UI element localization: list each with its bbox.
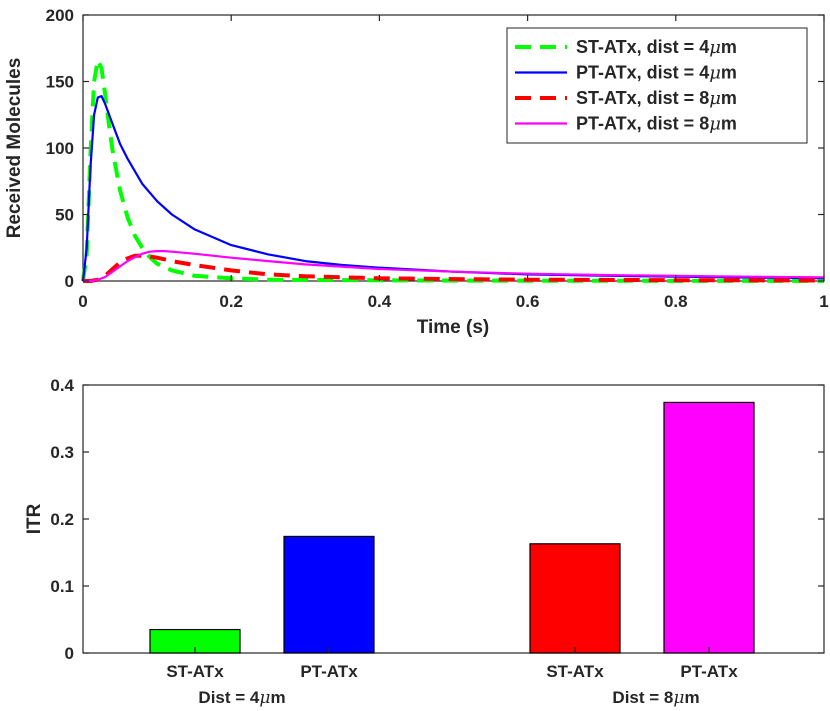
bar-category-label: PT-ATx	[680, 662, 738, 681]
bar-pt-atx-dist-4	[283, 535, 375, 654]
x-tick-label: 0	[78, 292, 87, 311]
x-tick-label: 1	[819, 292, 828, 311]
series-line-pt-atx-dist-8	[83, 250, 825, 283]
bar-pt-atx-dist-8	[663, 401, 755, 654]
bar-y-tick-label: 0	[65, 644, 74, 663]
legend-label-st-atx-dist-4: ST-ATx, dist = 4μm	[576, 37, 737, 58]
bar-y-axis-label: ITR	[24, 503, 45, 534]
series-line-st-atx-dist-8	[83, 253, 825, 283]
x-tick-label: 0.6	[516, 292, 540, 311]
y-tick-label: 0	[65, 272, 74, 291]
legend-label-st-atx-dist-8: ST-ATx, dist = 8μm	[576, 88, 737, 109]
x-tick-label: 0.2	[219, 292, 243, 311]
legend-label-pt-atx-dist-8: PT-ATx, dist = 8μm	[576, 114, 737, 135]
y-tick-label: 100	[46, 139, 74, 158]
line-x-ticks: 0 0.2 0.4 0.6 0.8 1	[78, 15, 829, 311]
bar-group-label-dist-4: Dist = 4μm	[198, 688, 285, 708]
bar-st-atx-dist-8	[529, 543, 621, 654]
line-series-group	[81, 58, 825, 283]
x-tick-label: 0.8	[664, 292, 688, 311]
legend-label-pt-atx-dist-4: PT-ATx, dist = 4μm	[576, 63, 737, 84]
y-tick-label: 200	[46, 6, 74, 25]
bar-y-tick-label: 0.4	[50, 376, 74, 395]
bar-y-tick-label: 0.1	[50, 577, 74, 596]
y-tick-label: 150	[46, 73, 74, 92]
bar-y-tick-label: 0.2	[50, 510, 74, 529]
bar-category-label: ST-ATx	[166, 662, 224, 681]
bar-group-label-dist-8: Dist = 8μm	[612, 688, 699, 708]
line-x-axis-label: Time (s)	[417, 317, 490, 338]
bar-category-label: ST-ATx	[546, 662, 604, 681]
bar-marks-group	[149, 401, 755, 654]
line-y-axis-label: Received Molecules	[4, 58, 25, 239]
line-legend: ST-ATx, dist = 4μm PT-ATx, dist = 4μm ST-A…	[506, 27, 808, 144]
bar-y-tick-label: 0.3	[50, 443, 74, 462]
y-tick-label: 50	[55, 206, 74, 225]
line-y-ticks: 0 50 100 150 200	[46, 6, 824, 291]
x-tick-label: 0.4	[368, 292, 392, 311]
bar-category-label: PT-ATx	[300, 662, 358, 681]
line-chart: 0 0.2 0.4 0.6 0.8 1 0 50 100 150 200 Time (s) Rec…	[4, 6, 829, 338]
bar-x-labels: ST-ATx PT-ATx Dist = 4μm ST-ATx PT-ATx Dist =…	[166, 647, 738, 708]
bar-y-ticks: 0 0.1 0.2 0.3 0.4	[50, 376, 824, 663]
